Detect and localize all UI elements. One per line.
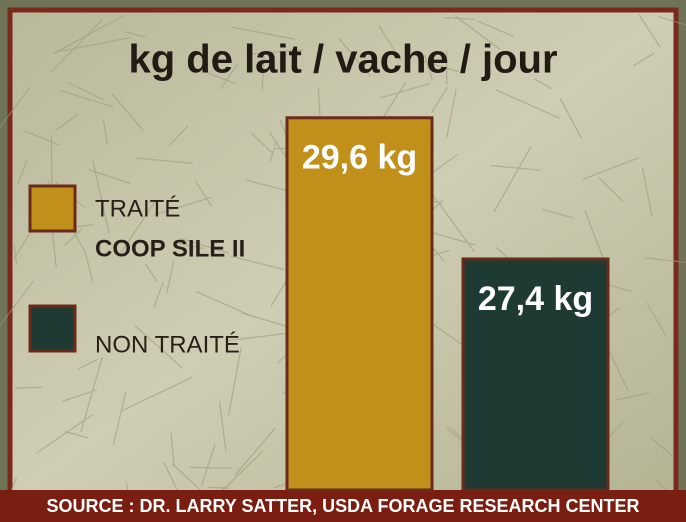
legend-label-detail: COOP SILE II	[95, 235, 245, 262]
legend-label: NON TRAITÉ	[95, 331, 240, 358]
legend-label: TRAITÉ	[95, 195, 180, 222]
legend-swatch	[30, 186, 75, 231]
straw	[51, 136, 52, 188]
value-label: 29,6 kg	[302, 139, 417, 177]
legend-swatch	[30, 306, 75, 351]
straw	[16, 387, 43, 388]
value-label: 27,4 kg	[478, 280, 593, 318]
source: SOURCE : DR. LARRY SATTER, USDA FORAGE R…	[46, 496, 639, 516]
chart: kg de lait / vache / jour SOURCE : DR. L…	[0, 0, 686, 522]
chart-title: kg de lait / vache / jour	[128, 38, 557, 82]
